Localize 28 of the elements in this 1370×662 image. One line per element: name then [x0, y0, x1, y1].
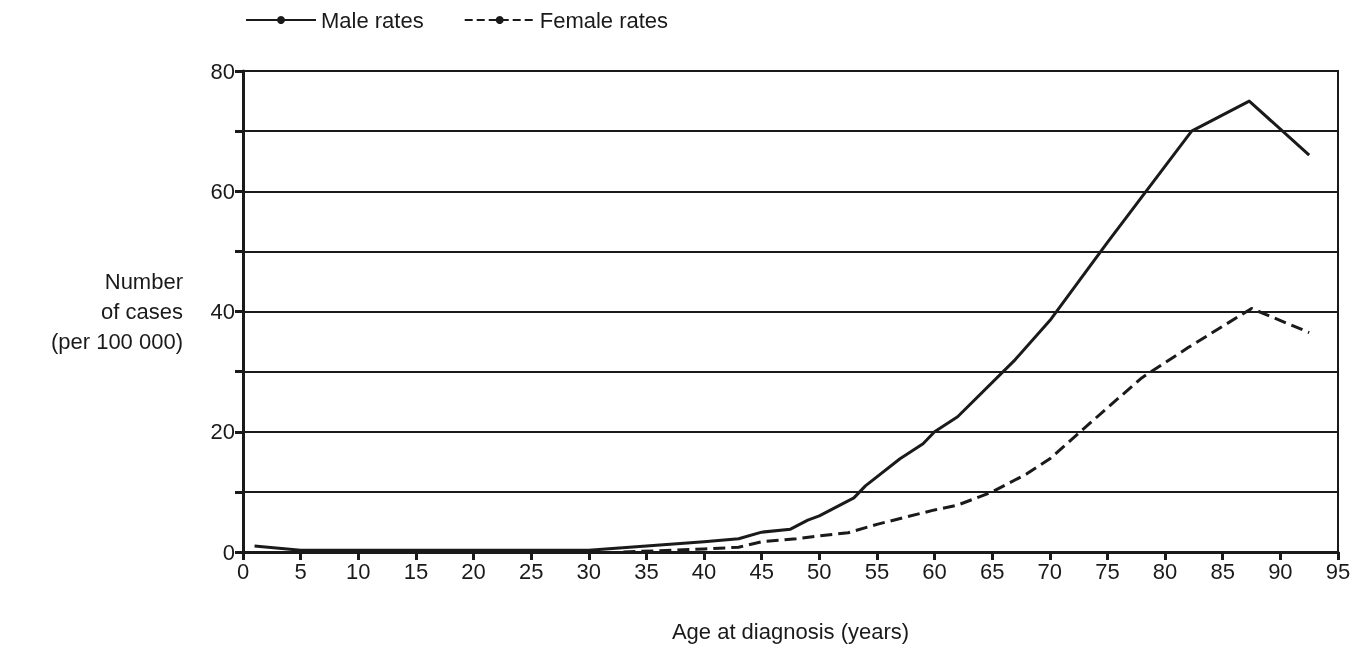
x-tick-label: 5 [294, 558, 307, 584]
legend-label: Male rates [321, 7, 424, 33]
x-tick-label: 55 [864, 558, 890, 584]
x-tick-label: 10 [346, 558, 371, 584]
y-tick-label: 20 [210, 419, 235, 445]
x-tick-label: 50 [807, 558, 832, 584]
x-axis-title: Age at diagnosis (years) [671, 618, 910, 644]
x-tick-label: 80 [1152, 558, 1178, 584]
x-tick-label: 60 [922, 558, 947, 584]
legend-label: Female rates [539, 7, 669, 33]
x-tick-label: 35 [634, 558, 659, 584]
y-tick-label: 80 [210, 58, 235, 84]
y-tick-label: 40 [210, 299, 235, 324]
x-tick-label: 95 [1325, 558, 1351, 584]
x-tick-label: 65 [979, 558, 1005, 584]
y-tick-label: 60 [210, 178, 235, 204]
y-tick-label: 0 [222, 539, 235, 565]
x-tick-label: 85 [1210, 558, 1235, 584]
x-tick-label: 40 [691, 558, 717, 584]
x-tick-label: 70 [1037, 558, 1063, 584]
x-tick-label: 15 [403, 558, 429, 584]
x-tick-label: 20 [461, 558, 486, 584]
x-tick-label: 75 [1095, 558, 1120, 584]
y-axis-title: Number of cases (per 100 000) [50, 269, 183, 354]
x-tick-label: 30 [576, 558, 602, 584]
x-tick-label: 45 [749, 558, 774, 584]
x-tick-label: 90 [1268, 558, 1293, 584]
x-tick-label: 25 [518, 558, 544, 584]
